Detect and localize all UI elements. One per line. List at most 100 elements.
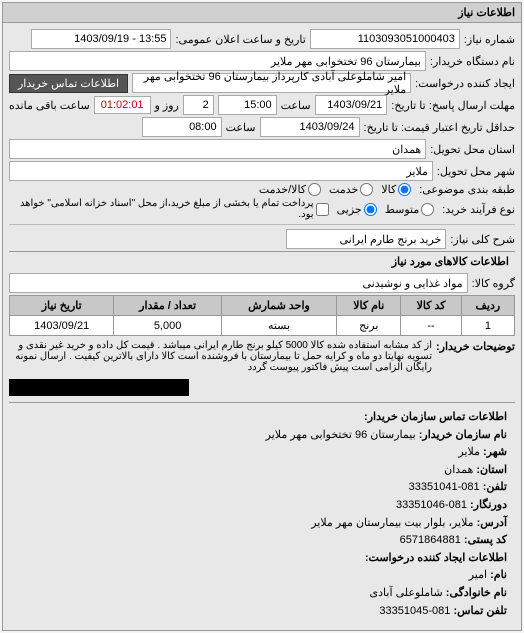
radio-kala-input[interactable] [398, 183, 411, 196]
general-desc-label: شرح کلی نیاز: [450, 233, 515, 246]
radio-minor-input[interactable] [364, 203, 377, 216]
req-no-field: 1103093051000403 [310, 29, 460, 49]
province-label: استان محل تحویل: [430, 143, 515, 156]
c-address-label: آدرس: [477, 517, 507, 529]
radio-kala-service-input[interactable] [308, 183, 321, 196]
row-general-desc: شرح کلی نیاز: خرید برنج طارم ایرانی [9, 229, 515, 249]
c-tel-label: تلفن تماس: [453, 605, 507, 617]
c-name: امیر [469, 569, 487, 581]
org-name-label: نام سازمان خریدار: [419, 429, 507, 441]
c-tel: 081-33351045 [379, 605, 450, 617]
city-field: ملایر [9, 161, 433, 181]
minor-note: پرداخت تمام یا بخشی از مبلغ خرید،از محل … [9, 198, 314, 220]
contact-block: اطلاعات تماس سازمان خریدار: نام سازمان خ… [9, 402, 515, 626]
c-province: همدان [444, 464, 473, 476]
c-post: 6571864881 [400, 534, 461, 546]
buyer-dev-label: نام دستگاه خریدار: [430, 55, 515, 68]
city-label: شهر محل تحویل: [437, 165, 515, 178]
box-title: اطلاعات نیاز [3, 3, 521, 23]
creator-field: امیر شاملوعلی آبادی کارپرداز بیمارستان 9… [132, 73, 411, 93]
divider [9, 224, 515, 225]
service-label: خدمت [329, 183, 358, 196]
row-buyer-notes: توضیحات خریدار: از کد مشابه استفاده شده … [9, 340, 515, 373]
row-req-no: شماره نیاز: 1103093051000403 تاریخ و ساع… [9, 29, 515, 49]
radio-kala[interactable]: کالا [381, 183, 411, 196]
kala-service-label: کالا/خدمت [259, 183, 306, 196]
items-table: ردیف کد کالا نام کالا واحد شمارش تعداد /… [9, 295, 515, 336]
c-fax: 081-33351046 [396, 499, 467, 511]
deadline-hour-field: 15:00 [218, 95, 277, 115]
radio-service[interactable]: خدمت [329, 183, 373, 196]
general-desc-field: خرید برنج طارم ایرانی [286, 229, 446, 249]
cell-name: برنج [337, 316, 401, 336]
cell-unit: بسته [221, 316, 336, 336]
hour-label-1: ساعت [281, 99, 311, 112]
radio-medium-input[interactable] [421, 203, 434, 216]
box-body: شماره نیاز: 1103093051000403 تاریخ و ساع… [3, 23, 521, 630]
buyer-notes: از کد مشابه استفاده شده کالا 5000 کیلو ب… [9, 340, 432, 373]
buyer-dev-field: بیمارستان 96 تختخوابی مهر ملایر [9, 51, 426, 71]
days-left-label: روز و [155, 99, 179, 112]
row-group: گروه کالا: مواد غذایی و نوشیدنی [9, 273, 515, 293]
buyer-notes-label: توضیحات خریدار: [436, 340, 515, 353]
c-city-label: شهر: [483, 446, 507, 458]
cell-qty: 5,000 [114, 316, 221, 336]
row-buyer-dev: نام دستگاه خریدار: بیمارستان 96 تختخوابی… [9, 51, 515, 71]
row-city: شهر محل تحویل: ملایر [9, 161, 515, 181]
th-row: ردیف [461, 296, 514, 316]
org-name: بیمارستان 96 تختخوابی مهر ملایر [266, 429, 416, 441]
deadline-label: مهلت ارسال پاسخ: تا تاریخ: [391, 99, 515, 112]
c-surname-label: نام خانوادگی: [446, 587, 507, 599]
radio-minor[interactable]: جزیی [337, 203, 377, 216]
c-name-label: نام: [490, 569, 507, 581]
th-qty: تعداد / مقدار [114, 296, 221, 316]
province-field: همدان [9, 139, 426, 159]
buyer-contact-button[interactable]: اطلاعات تماس خریدار [9, 74, 128, 93]
hour-label-2: ساعت [226, 121, 256, 134]
table-header-row: ردیف کد کالا نام کالا واحد شمارش تعداد /… [10, 296, 515, 316]
contact-title: اطلاعات تماس سازمان خریدار: [364, 411, 507, 423]
minor-label: جزیی [337, 203, 362, 216]
row-deadline: مهلت ارسال پاسخ: تا تاریخ: 1403/09/21 سا… [9, 95, 515, 115]
creator-label: ایجاد کننده درخواست: [415, 77, 515, 90]
c-address: ملایر، بلوار بیت بیمارستان مهر ملایر [311, 517, 473, 529]
c-province-label: استان: [476, 464, 507, 476]
items-title: اطلاعات کالاهای مورد نیاز [9, 251, 515, 271]
process-label: نوع فرآیند خرید: [442, 203, 515, 216]
cell-row: 1 [461, 316, 514, 336]
medium-label: متوسط [385, 203, 420, 216]
remaining-label: ساعت باقی مانده [9, 99, 90, 112]
topic-class-label: طبقه بندی موضوعی: [419, 183, 515, 196]
radio-kala-service[interactable]: کالا/خدمت [259, 183, 321, 196]
pub-date-field: 13:55 - 1403/09/19 [31, 29, 171, 49]
c-phone: 081-33351041 [409, 481, 480, 493]
cell-date: 1403/09/21 [10, 316, 114, 336]
radio-medium[interactable]: متوسط [385, 203, 435, 216]
row-topic-class: طبقه بندی موضوعی: کالا خدمت کالا/خدمت [9, 183, 515, 196]
cell-code: -- [401, 316, 461, 336]
days-left-field: 2 [183, 95, 214, 115]
th-unit: واحد شمارش [221, 296, 336, 316]
group-label: گروه کالا: [472, 277, 515, 290]
blackbar: ـــ [9, 379, 189, 396]
c-post-label: کد پستی: [464, 534, 507, 546]
row-valid: حداقل تاریخ اعتبار قیمت: تا تاریخ: 1403/… [9, 117, 515, 137]
th-code: کد کالا [401, 296, 461, 316]
row-process: نوع فرآیند خرید: متوسط جزیی پرداخت تمام … [9, 198, 515, 220]
valid-date-field: 1403/09/24 [260, 117, 360, 137]
th-date: تاریخ نیاز [10, 296, 114, 316]
c-surname: شاملوعلی آبادی [370, 587, 443, 599]
creator-contact-title: اطلاعات ایجاد کننده درخواست: [365, 552, 507, 564]
c-city: ملایر [458, 446, 480, 458]
check-minor-note[interactable]: پرداخت تمام یا بخشی از مبلغ خرید،از محل … [9, 198, 329, 220]
th-name: نام کالا [337, 296, 401, 316]
radio-service-input[interactable] [360, 183, 373, 196]
row-creator: ایجاد کننده درخواست: امیر شاملوعلی آبادی… [9, 73, 515, 93]
remaining-time: 01:02:01 [94, 96, 151, 114]
table-row: 1 -- برنج بسته 5,000 1403/09/21 [10, 316, 515, 336]
group-field: مواد غذایی و نوشیدنی [9, 273, 468, 293]
check-minor-note-input[interactable] [316, 203, 329, 216]
deadline-date-field: 1403/09/21 [315, 95, 388, 115]
row-province: استان محل تحویل: همدان [9, 139, 515, 159]
kala-label: کالا [381, 183, 396, 196]
